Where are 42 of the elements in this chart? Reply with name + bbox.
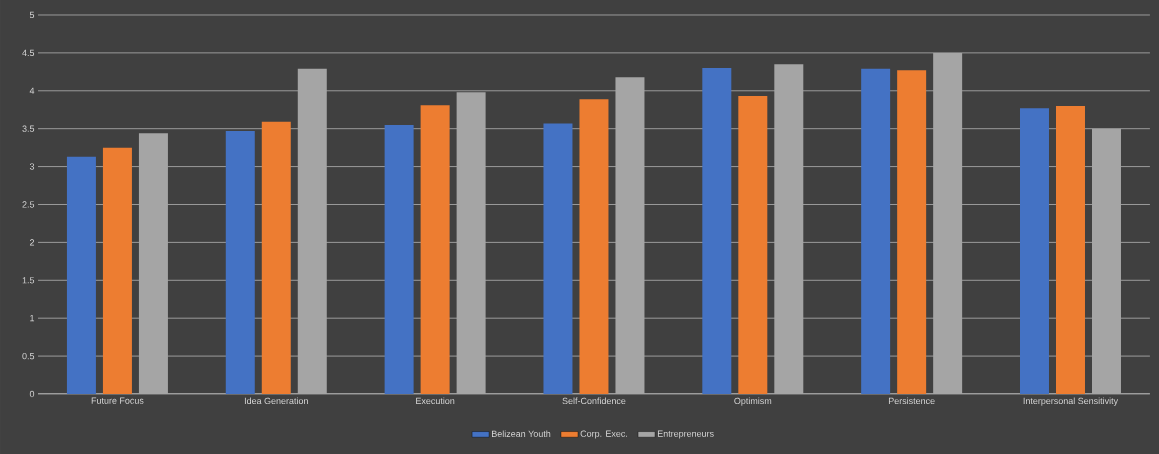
y-tick-label: 2.5 <box>22 201 35 208</box>
bar <box>738 96 768 394</box>
bar <box>897 70 927 394</box>
legend-label: Corp. Exec. <box>580 430 628 439</box>
bar <box>297 68 327 394</box>
legend-label: Belizean Youth <box>492 430 551 437</box>
bar <box>579 99 609 394</box>
bar <box>261 121 291 394</box>
bar <box>543 123 573 394</box>
bar <box>1056 105 1085 394</box>
y-tick-label: 0 <box>29 390 35 398</box>
bar <box>66 156 96 394</box>
x-tick-label: Optimism <box>734 397 772 406</box>
y-tick-label: 1 <box>30 315 35 322</box>
bar <box>774 64 804 394</box>
y-tick-label: 4 <box>29 87 35 94</box>
bar <box>384 124 414 394</box>
bar <box>456 92 486 394</box>
x-tick-label: Persistence <box>888 397 935 405</box>
bar <box>861 68 891 394</box>
bar <box>420 105 450 394</box>
y-tick-label: 0.5 <box>22 352 35 360</box>
y-tick-label: 3.5 <box>22 125 35 132</box>
x-tick-label: Interpersonal Sensitivity <box>1023 397 1119 406</box>
bar <box>615 77 645 394</box>
bar <box>933 52 963 394</box>
bar <box>1091 128 1121 394</box>
bar <box>102 147 132 394</box>
bar <box>1020 108 1049 394</box>
bar <box>702 68 732 394</box>
y-tick-label: 4.5 <box>22 49 35 57</box>
y-tick-label: 5 <box>29 11 35 19</box>
x-tick-label: Execution <box>416 397 455 405</box>
y-tick-label: 3 <box>29 163 35 170</box>
y-tick-label: 1.5 <box>22 277 35 284</box>
bar <box>138 133 168 394</box>
legend-label: Entrepreneurs <box>657 430 714 439</box>
x-tick-label: Future Focus <box>91 397 144 404</box>
y-tick-label: 2 <box>29 239 35 246</box>
x-tick-label: Self-Confidence <box>562 397 626 405</box>
bar <box>225 130 255 394</box>
x-tick-label: Idea Generation <box>244 397 308 405</box>
